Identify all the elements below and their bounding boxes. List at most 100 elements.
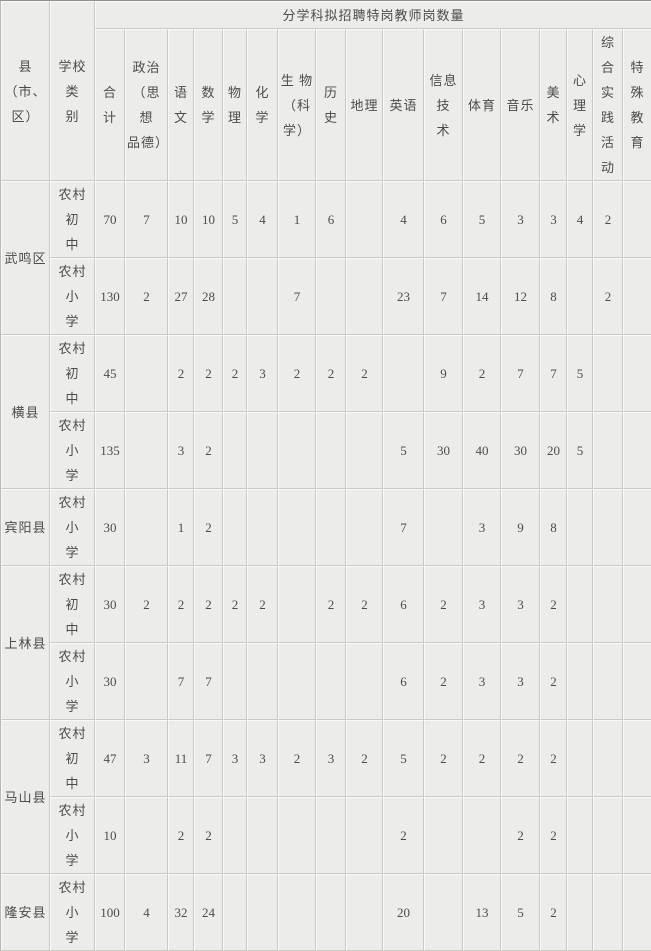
value-cell: [223, 258, 247, 335]
value-cell: 3: [168, 412, 194, 489]
school-type-cell: 农村小 学: [50, 874, 95, 951]
value-cell: [623, 720, 651, 797]
value-cell: 12: [501, 258, 540, 335]
value-cell: [223, 874, 247, 951]
value-cell: 6: [316, 181, 346, 258]
value-cell: [278, 566, 316, 643]
header-subject: 政治 （思想 品德）: [125, 29, 168, 181]
value-cell: [316, 643, 346, 720]
value-cell: 13: [463, 874, 501, 951]
value-cell: 2: [194, 412, 223, 489]
value-cell: 7: [168, 643, 194, 720]
value-cell: [247, 643, 278, 720]
value-cell: 5: [223, 181, 247, 258]
header-subject: 心理 学: [567, 29, 593, 181]
value-cell: [125, 335, 168, 412]
value-cell: 3: [501, 566, 540, 643]
header-subject: 生 物 （科 学）: [278, 29, 316, 181]
value-cell: [247, 489, 278, 566]
value-cell: [623, 797, 651, 874]
value-cell: 47: [95, 720, 125, 797]
value-cell: [316, 874, 346, 951]
value-cell: 3: [463, 489, 501, 566]
value-cell: 7: [383, 489, 424, 566]
value-cell: 2: [168, 566, 194, 643]
value-cell: 2: [194, 566, 223, 643]
value-cell: 10: [168, 181, 194, 258]
value-cell: [125, 489, 168, 566]
value-cell: [247, 797, 278, 874]
value-cell: 2: [223, 566, 247, 643]
value-cell: [623, 489, 651, 566]
value-cell: 2: [540, 566, 567, 643]
value-cell: 3: [316, 720, 346, 797]
value-cell: [623, 566, 651, 643]
value-cell: 2: [168, 797, 194, 874]
value-cell: [567, 643, 593, 720]
value-cell: 5: [383, 720, 424, 797]
value-cell: 4: [567, 181, 593, 258]
value-cell: [247, 412, 278, 489]
header-subjects-row: 合计 政治 （思想 品德） 语文 数学物 理化学生 物 （科 学） 历史 地理 英语 信息技 …: [1, 29, 651, 181]
value-cell: 7: [194, 720, 223, 797]
value-cell: 2: [194, 335, 223, 412]
value-cell: [593, 412, 623, 489]
value-cell: 8: [540, 258, 567, 335]
value-cell: [247, 258, 278, 335]
value-cell: 2: [463, 335, 501, 412]
header-subject: 英语: [383, 29, 424, 181]
table-row: 农村小 学 130 2 27 28 7 23 7 14 12 8 2: [1, 258, 651, 335]
header-subject: 化学: [247, 29, 278, 181]
county-cell: 武鸣区: [1, 181, 50, 335]
value-cell: 2: [424, 720, 463, 797]
table-row: 农村小 学 135 3 2 5 30 40 30 20 5: [1, 412, 651, 489]
value-cell: [316, 412, 346, 489]
value-cell: [623, 181, 651, 258]
value-cell: [125, 797, 168, 874]
table-body: 武鸣区 农村初 中 70 7 10 10 5 4 1 6 4 6 5 3 3 4 2 农村小 学 130 2 27 28 7…: [1, 181, 651, 951]
value-cell: 2: [540, 874, 567, 951]
value-cell: 3: [247, 720, 278, 797]
value-cell: 23: [383, 258, 424, 335]
value-cell: 2: [346, 566, 383, 643]
value-cell: 5: [567, 335, 593, 412]
value-cell: 2: [316, 566, 346, 643]
value-cell: 2: [346, 335, 383, 412]
header-subject: 地理: [346, 29, 383, 181]
value-cell: [316, 489, 346, 566]
value-cell: 27: [168, 258, 194, 335]
value-cell: [623, 412, 651, 489]
table-row: 农村小 学 10 2 2 2 2 2: [1, 797, 651, 874]
value-cell: 5: [463, 181, 501, 258]
value-cell: 2: [501, 720, 540, 797]
value-cell: 2: [125, 258, 168, 335]
value-cell: [424, 489, 463, 566]
value-cell: 2: [247, 566, 278, 643]
value-cell: 9: [424, 335, 463, 412]
value-cell: 7: [194, 643, 223, 720]
value-cell: 30: [95, 566, 125, 643]
value-cell: 14: [463, 258, 501, 335]
value-cell: 20: [383, 874, 424, 951]
value-cell: 1: [168, 489, 194, 566]
value-cell: 30: [95, 489, 125, 566]
value-cell: [247, 874, 278, 951]
header-group-title: 分学科拟招聘特岗教师岗数量: [95, 1, 651, 29]
header-subject: 合计: [95, 29, 125, 181]
value-cell: [223, 797, 247, 874]
school-type-cell: 农村小 学: [50, 258, 95, 335]
value-cell: 24: [194, 874, 223, 951]
value-cell: 2: [168, 335, 194, 412]
value-cell: [346, 489, 383, 566]
value-cell: [593, 874, 623, 951]
value-cell: 2: [278, 720, 316, 797]
school-type-cell: 农村小 学: [50, 489, 95, 566]
value-cell: [567, 258, 593, 335]
value-cell: [278, 797, 316, 874]
value-cell: 2: [194, 797, 223, 874]
value-cell: [278, 643, 316, 720]
value-cell: 3: [247, 335, 278, 412]
value-cell: [223, 643, 247, 720]
value-cell: 20: [540, 412, 567, 489]
